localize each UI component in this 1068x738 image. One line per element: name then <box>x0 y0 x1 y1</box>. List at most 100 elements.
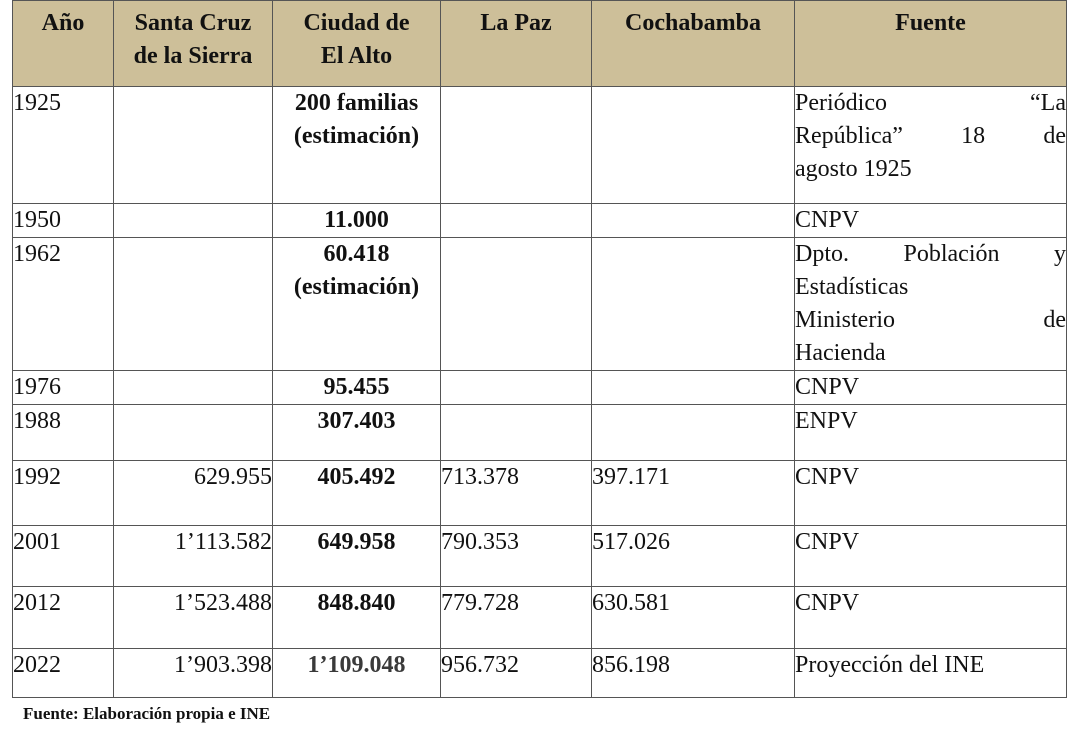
cell-santa-cruz: 1’523.488 <box>113 586 273 649</box>
header-santa-cruz-line2: de la Sierra <box>133 43 253 69</box>
header-row: Año Santa Cruz de la Sierra Ciudad de El A… <box>12 0 1067 87</box>
header-la-paz: La Paz <box>440 0 592 87</box>
cell-cochabamba: 856.198 <box>591 648 795 698</box>
cell-santa-cruz <box>113 203 273 238</box>
cell-el-alto-line: 200 familias <box>294 90 419 116</box>
table-row: 1992 629.955 405.492 713.378 397.171 CNPV <box>12 460 1067 526</box>
header-cochabamba-label: Cochabamba <box>624 10 762 36</box>
cell-el-alto: 848.840 <box>272 586 441 649</box>
cell-el-alto: 1’109.048 <box>272 648 441 698</box>
cell-el-alto-line: 95.455 <box>323 374 390 400</box>
header-santa-cruz: Santa Cruz de la Sierra <box>113 0 273 87</box>
cell-fuente: CNPV <box>794 203 1067 238</box>
cell-la-paz <box>440 404 592 461</box>
header-el-alto-line2: El Alto <box>320 43 393 69</box>
cell-fuente: CNPV <box>794 460 1067 526</box>
header-el-alto: Ciudad de El Alto <box>272 0 441 87</box>
cell-el-alto-line: 307.403 <box>317 408 396 434</box>
cell-cochabamba: 397.171 <box>591 460 795 526</box>
table-row: 2022 1’903.398 1’109.048 956.732 856.198 Proy… <box>12 648 1067 698</box>
cell-la-paz: 956.732 <box>440 648 592 698</box>
cell-year: 1992 <box>12 460 114 526</box>
cell-cochabamba: 630.581 <box>591 586 795 649</box>
cell-cochabamba: 517.026 <box>591 525 795 587</box>
cell-el-alto: 11.000 <box>272 203 441 238</box>
cell-el-alto-line: (estimación) <box>293 123 420 149</box>
cell-year: 1950 <box>12 203 114 238</box>
cell-year: 1988 <box>12 404 114 461</box>
cell-el-alto: 60.418 (estimación) <box>272 237 441 371</box>
cell-la-paz <box>440 86 592 204</box>
cell-fuente: CNPV <box>794 370 1067 405</box>
cell-el-alto-line: (estimación) <box>293 274 420 300</box>
cell-fuente-line: Proyección del INE <box>795 652 985 678</box>
cell-fuente: CNPV <box>794 525 1067 587</box>
cell-fuente-line: Estadísticas <box>795 274 909 300</box>
cell-cochabamba <box>591 203 795 238</box>
cell-el-alto-line: 405.492 <box>317 464 396 490</box>
table-row: 1976 95.455 CNPV <box>12 370 1067 405</box>
cell-fuente-line: CNPV <box>795 207 860 233</box>
cell-la-paz: 779.728 <box>440 586 592 649</box>
cell-year: 1925 <box>12 86 114 204</box>
cell-fuente-line: República” 18 de <box>795 123 1066 149</box>
cell-year: 1976 <box>12 370 114 405</box>
cell-el-alto: 405.492 <box>272 460 441 526</box>
cell-el-alto: 649.958 <box>272 525 441 587</box>
cell-santa-cruz <box>113 86 273 204</box>
cell-fuente-line: Periódico “La <box>795 90 1066 116</box>
table-row: 1950 11.000 CNPV <box>12 203 1067 238</box>
header-year: Año <box>12 0 114 87</box>
header-cochabamba: Cochabamba <box>591 0 795 87</box>
cell-el-alto-line: 11.000 <box>324 207 389 233</box>
cell-el-alto-line: 649.958 <box>317 529 396 555</box>
cell-fuente-line: CNPV <box>795 464 860 490</box>
cell-fuente-line: CNPV <box>795 529 860 555</box>
table-row: 1988 307.403 ENPV <box>12 404 1067 461</box>
header-fuente-label: Fuente <box>895 10 966 36</box>
cell-fuente-line: Hacienda <box>795 340 886 366</box>
cell-la-paz <box>440 203 592 238</box>
cell-el-alto-line: 1’109.048 <box>307 652 406 678</box>
table-row: 1925 200 familias (estimación) Periódico “L… <box>12 86 1067 204</box>
table-row: 2001 1’113.582 649.958 790.353 517.026 CNPV <box>12 525 1067 587</box>
cell-fuente-line: CNPV <box>795 374 860 400</box>
cell-fuente-line: Ministerio de <box>795 307 1066 333</box>
header-el-alto-line1: Ciudad de <box>303 10 410 36</box>
cell-fuente: CNPV <box>794 586 1067 649</box>
cell-fuente-line: agosto 1925 <box>795 156 912 182</box>
header-year-label: Año <box>41 10 85 36</box>
cell-fuente: Proyección del INE <box>794 648 1067 698</box>
cell-la-paz: 713.378 <box>440 460 592 526</box>
cell-fuente-line: ENPV <box>795 408 858 434</box>
cell-year: 2022 <box>12 648 114 698</box>
cell-la-paz <box>440 237 592 371</box>
cell-el-alto: 200 familias (estimación) <box>272 86 441 204</box>
header-santa-cruz-line1: Santa Cruz <box>134 10 252 36</box>
cell-el-alto: 307.403 <box>272 404 441 461</box>
cell-fuente: Periódico “La República” 18 de agosto 1925 <box>794 86 1067 204</box>
table-footnote: Fuente: Elaboración propia e INE <box>23 704 271 723</box>
cell-la-paz: 790.353 <box>440 525 592 587</box>
cell-fuente: ENPV <box>794 404 1067 461</box>
cell-santa-cruz <box>113 370 273 405</box>
table-row: 2012 1’523.488 848.840 779.728 630.581 CNPV <box>12 586 1067 649</box>
cell-year: 2001 <box>12 525 114 587</box>
cell-cochabamba <box>591 404 795 461</box>
cell-fuente-line: CNPV <box>795 590 860 616</box>
cell-year: 2012 <box>12 586 114 649</box>
cell-santa-cruz: 629.955 <box>113 460 273 526</box>
cell-year: 1962 <box>12 237 114 371</box>
cell-la-paz <box>440 370 592 405</box>
cell-santa-cruz <box>113 404 273 461</box>
header-la-paz-label: La Paz <box>480 10 552 36</box>
cell-fuente-line: Dpto. Población y <box>795 241 1066 267</box>
cell-el-alto: 95.455 <box>272 370 441 405</box>
cell-cochabamba <box>591 370 795 405</box>
cell-cochabamba <box>591 86 795 204</box>
cell-santa-cruz <box>113 237 273 371</box>
cell-santa-cruz: 1’113.582 <box>113 525 273 587</box>
population-table: Año Santa Cruz de la Sierra Ciudad de El A… <box>12 0 1067 698</box>
cell-santa-cruz: 1’903.398 <box>113 648 273 698</box>
cell-fuente: Dpto. Población y Estadísticas Ministerio … <box>794 237 1067 371</box>
